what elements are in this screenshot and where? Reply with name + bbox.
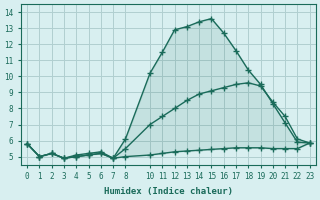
X-axis label: Humidex (Indice chaleur): Humidex (Indice chaleur) bbox=[104, 187, 233, 196]
